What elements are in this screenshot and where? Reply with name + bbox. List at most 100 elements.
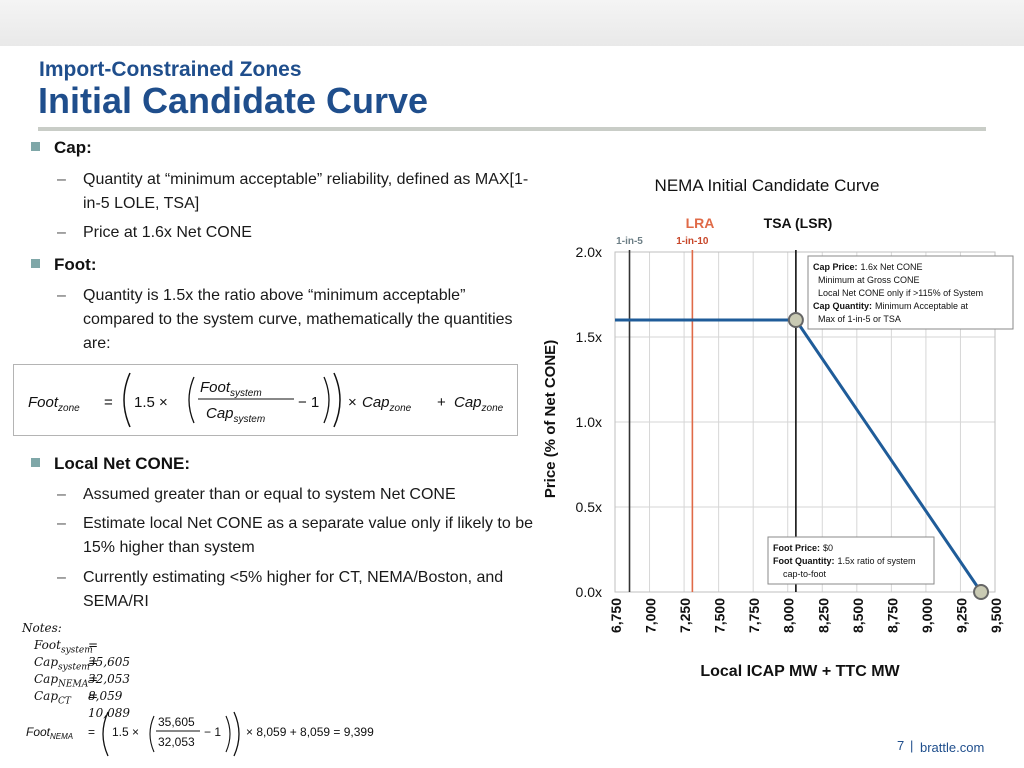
formula-paren-open bbox=[123, 372, 131, 428]
cap-box-line: Minimum at Gross CONE bbox=[818, 275, 920, 285]
formula-denominator: Capsystem bbox=[206, 405, 265, 425]
notes-formula-factor: 1.5 × bbox=[112, 725, 139, 739]
foot-formula: Footzone = 1.5 × Footsystem Capsystem − … bbox=[28, 372, 504, 428]
cap-box-line: Cap Quantity: Minimum Acceptable at bbox=[813, 301, 969, 311]
slide-title: Initial Candidate Curve bbox=[38, 80, 429, 121]
bullet-foot: Foot: bbox=[31, 255, 96, 275]
subbullet-text: Price at 1.6x Net CONE bbox=[83, 224, 252, 241]
x-tick-label: 7,250 bbox=[677, 598, 693, 633]
notes-formula-lhs: FootNEMA bbox=[26, 725, 73, 741]
cap-box-line: Max of 1-in-5 or TSA bbox=[818, 314, 901, 324]
group-label-tsa: TSA (LSR) bbox=[764, 215, 833, 231]
curve-point-marker bbox=[787, 312, 804, 328]
subbullet-text: Estimate local Net CONE as a separate va… bbox=[83, 515, 533, 556]
formula-numerator: Footsystem bbox=[200, 379, 262, 399]
curve-point-marker bbox=[973, 584, 990, 600]
bullet-cap: Cap: bbox=[31, 138, 92, 158]
formula-cap-zone-2: Capzone bbox=[454, 394, 504, 414]
subbullet-text: Quantity at “minimum acceptable” reliabi… bbox=[83, 171, 529, 212]
formula-times: × bbox=[348, 394, 357, 411]
group-label-lra: LRA bbox=[686, 215, 715, 231]
slide-kicker: Import-Constrained Zones bbox=[39, 58, 302, 81]
chart-xlabel: Local ICAP MW + TTC MW bbox=[700, 663, 900, 680]
notes-heading: Notes: bbox=[22, 621, 62, 635]
subbullet-cap-price: – Price at 1.6x Net CONE bbox=[57, 221, 542, 245]
notes-row: CapNEMA = 8,059 bbox=[34, 672, 123, 703]
title-divider bbox=[38, 127, 986, 131]
notes-row: Capsystem = 32,053 bbox=[34, 655, 130, 686]
dash-icon: – bbox=[57, 569, 66, 586]
notes-formula-tail: × 8,059 + 8,059 = 9,399 bbox=[246, 725, 374, 739]
dash-icon: – bbox=[57, 515, 66, 532]
chart-title: NEMA Initial Candidate Curve bbox=[655, 176, 880, 195]
subbullet-text: Quantity is 1.5x the ratio above “minimu… bbox=[83, 287, 513, 352]
notes-block: Notes: Footsystem = 35,605 Capsystem = 3… bbox=[22, 620, 130, 720]
subbullet-text: Assumed greater than or equal to system … bbox=[83, 486, 456, 503]
x-tick-label: 7,000 bbox=[643, 598, 659, 633]
notes-inner-paren-close bbox=[225, 715, 231, 753]
subbullet-local-1: – Assumed greater than or equal to syste… bbox=[57, 483, 542, 507]
formula-factor: 1.5 × bbox=[134, 394, 168, 411]
dash-icon: – bbox=[57, 171, 66, 188]
notes-formula-num: 35,605 bbox=[158, 715, 195, 729]
formula-cap-zone: Capzone bbox=[362, 394, 412, 414]
page-number: 7 bbox=[897, 738, 905, 753]
notes-row: Footsystem = 35,605 bbox=[34, 638, 130, 669]
foot-box-line: Foot Price: $0 bbox=[773, 543, 833, 553]
y-tick-label: 0.0x bbox=[576, 584, 602, 600]
chart-series bbox=[615, 312, 990, 600]
subbullet-foot-quantity: – Quantity is 1.5x the ratio above “mini… bbox=[57, 284, 527, 356]
footer-separator: | bbox=[910, 738, 914, 753]
bullet-local-heading: Local Net CONE: bbox=[54, 454, 191, 473]
formula-paren-close bbox=[333, 372, 341, 428]
notes-paren-close bbox=[233, 711, 240, 757]
y-tick-label: 2.0x bbox=[576, 244, 602, 260]
dash-icon: – bbox=[57, 224, 66, 241]
subbullet-text: Currently estimating <5% higher for CT, … bbox=[83, 569, 504, 610]
formula-minus-one: − 1 bbox=[298, 394, 319, 411]
bullet-square-icon bbox=[31, 259, 40, 268]
top-band bbox=[0, 0, 1024, 46]
dash-icon: – bbox=[57, 287, 66, 304]
notes-formula-equals: = bbox=[88, 725, 95, 739]
y-tick-label: 0.5x bbox=[576, 499, 602, 515]
vertical-line-label: 1-in-10 bbox=[676, 236, 709, 247]
chart-vertical-lines: 1-in-5 1-in-10 bbox=[616, 236, 797, 592]
notes-paren-open bbox=[102, 711, 109, 757]
y-tick-label: 1.5x bbox=[576, 329, 602, 345]
formula-lhs: Footzone bbox=[28, 394, 80, 414]
cap-box-line: Cap Price: 1.6x Net CONE bbox=[813, 262, 923, 272]
notes-formula-den: 32,053 bbox=[158, 735, 195, 749]
y-tick-label: 1.0x bbox=[576, 414, 602, 430]
footer-site: brattle.com bbox=[920, 740, 985, 755]
subbullet-local-3: – Currently estimating <5% higher for CT… bbox=[57, 566, 527, 614]
cap-annotation-box: Cap Price: 1.6x Net CONE Minimum at Gross… bbox=[807, 255, 1014, 330]
bullet-square-icon bbox=[31, 142, 40, 151]
x-tick-label: 7,750 bbox=[746, 598, 762, 633]
formula-inner-paren-open bbox=[188, 376, 195, 424]
x-tick-label: 9,250 bbox=[953, 598, 969, 633]
x-tick-label: 6,750 bbox=[608, 598, 624, 633]
x-tick-label: 9,500 bbox=[988, 598, 1004, 633]
notes-formula-minus-one: − 1 bbox=[204, 725, 221, 739]
foot-formula-box: Footzone = 1.5 × Footsystem Capsystem − … bbox=[13, 364, 518, 436]
foot-box-line: Foot Quantity: 1.5x ratio of system bbox=[773, 556, 916, 566]
subbullet-cap-quantity: – Quantity at “minimum acceptable” relia… bbox=[57, 168, 542, 216]
x-tick-label: 8,250 bbox=[815, 598, 831, 633]
cap-box-line: Local Net CONE only if >115% of System bbox=[818, 288, 983, 298]
x-tick-label: 8,000 bbox=[781, 598, 797, 633]
x-tick-label: 8,750 bbox=[884, 598, 900, 633]
foot-box-line: cap-to-foot bbox=[783, 569, 827, 579]
vertical-line-label: 1-in-5 bbox=[616, 236, 643, 247]
notes-row: CapCT = 10,089 bbox=[34, 689, 130, 720]
bullet-square-icon bbox=[31, 458, 40, 467]
formula-inner-paren-close bbox=[323, 376, 330, 424]
notes-formula: FootNEMA = 1.5 × 35,605 32,053 − 1 × 8,0… bbox=[26, 711, 374, 757]
foot-annotation-box: Foot Price: $0 Foot Quantity: 1.5x ratio o… bbox=[767, 536, 935, 585]
formula-plus: + bbox=[437, 394, 446, 411]
chart-ticks: 6,750 7,000 7,250 7,500 7,750 8,000 8,250 8,500… bbox=[576, 244, 1004, 633]
dash-icon: – bbox=[57, 486, 66, 503]
bullet-local-net-cone: Local Net CONE: bbox=[31, 454, 190, 474]
plot-frame bbox=[614, 251, 996, 593]
bullet-cap-heading: Cap: bbox=[54, 138, 92, 157]
